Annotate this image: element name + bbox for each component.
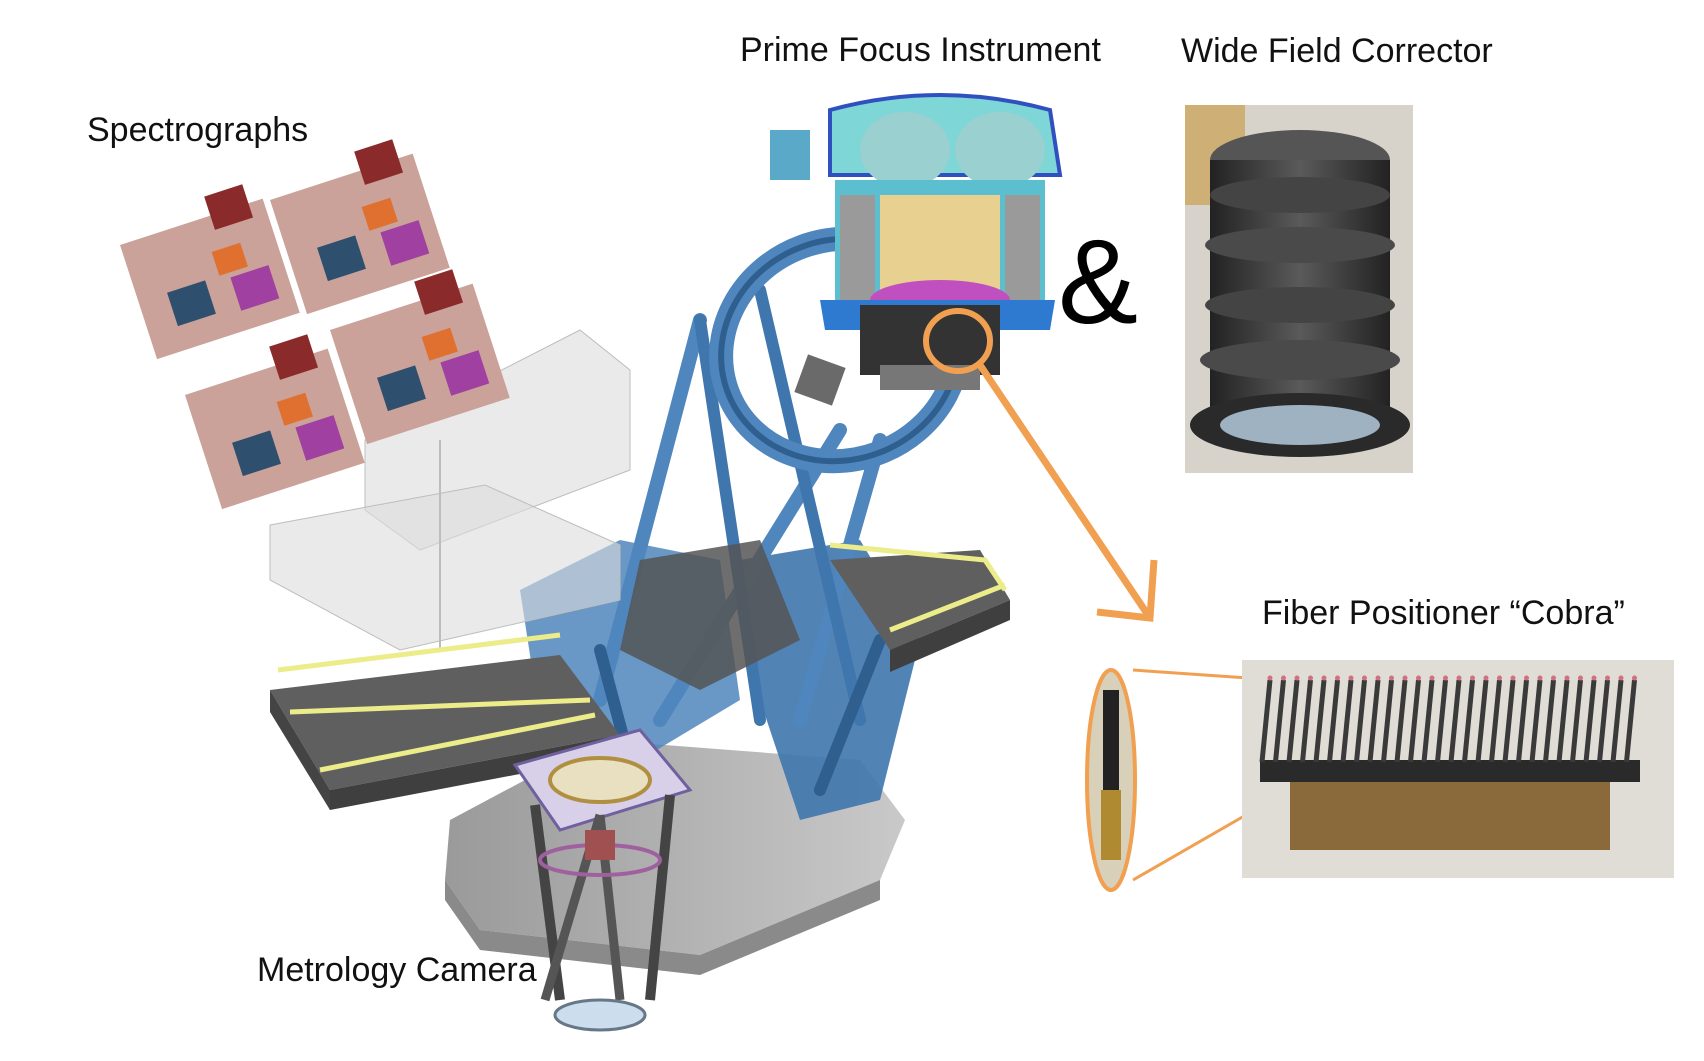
cobra-rod [1408, 679, 1421, 763]
cobra-rod [1394, 679, 1408, 763]
cobra-rod [1543, 679, 1556, 763]
cobra-fiber-tip [1348, 675, 1354, 681]
cobra-rod [1381, 679, 1394, 763]
cobra-rod [1475, 679, 1489, 763]
wide-field-corrector-photo [1185, 105, 1413, 473]
cobra-fiber-tip [1510, 675, 1516, 681]
metrology-camera-illustration [512, 728, 693, 1032]
cobra-rod [1273, 679, 1286, 763]
cobra-fiber-tip [1402, 675, 1408, 681]
cobra-rod [1327, 679, 1340, 763]
cobra-rod [1421, 679, 1435, 763]
cobra-rod [1597, 679, 1610, 763]
cobra-rod [1529, 679, 1543, 763]
cobra-fiber-tip [1335, 675, 1340, 681]
cobra-fiber-tip [1564, 675, 1570, 681]
label-wide-field-corrector: Wide Field Corrector [1181, 32, 1493, 70]
cobra-fiber-tip [1537, 675, 1543, 681]
cobra-fiber-tip [1294, 675, 1300, 681]
cobra-fiber-tip [1578, 675, 1583, 681]
cobra-rod [1489, 679, 1502, 763]
cobra-fiber-tip [1416, 675, 1421, 681]
cobra-fiber-tip [1267, 675, 1273, 681]
cobra-rod [1502, 679, 1516, 763]
spectrograph-module [270, 139, 450, 315]
spectrograph-room-boxes [269, 329, 631, 651]
cobra-rod [1340, 679, 1354, 763]
cobra-fiber-tip [1321, 675, 1327, 681]
label-spectrographs: Spectrographs [87, 111, 309, 149]
cobra-rod [1610, 679, 1624, 763]
cobra-fiber-tip [1524, 675, 1529, 681]
cobra-rod [1367, 679, 1381, 763]
cobra-fiber-tip [1632, 675, 1637, 681]
label-metrology-camera: Metrology Camera [257, 951, 537, 989]
cobra-fiber-tip [1281, 675, 1286, 681]
cobra-rod [1556, 679, 1570, 763]
cobra-fiber-tip [1618, 675, 1624, 681]
cobra-rod [1570, 679, 1583, 763]
left-platform [270, 632, 620, 810]
cobra-fiber-tip [1375, 675, 1381, 681]
cobra-fiber-tip [1605, 675, 1610, 681]
cobra-fiber-tip [1429, 675, 1435, 681]
cobra-fiber-tip [1551, 675, 1556, 681]
spectrograph-module [120, 184, 300, 360]
cobra-fiber-tip [1591, 675, 1597, 681]
cobra-array-photo [1242, 660, 1674, 878]
spectrograph-module [185, 334, 365, 510]
spectrographs-illustration [120, 139, 510, 510]
cobra-rod [1259, 679, 1273, 763]
cobra-rod [1462, 679, 1475, 763]
cobra-rod [1583, 679, 1597, 763]
right-platform [829, 542, 1010, 672]
cobra-fiber-tip [1497, 675, 1502, 681]
label-prime-focus-instrument: Prime Focus Instrument [740, 31, 1101, 69]
cobra-rod [1313, 679, 1327, 763]
callout-arrow [923, 308, 1158, 622]
cobra-fiber-tip [1308, 675, 1313, 681]
cobra-fiber-tip [1362, 675, 1367, 681]
cobra-fiber-tip [1456, 675, 1462, 681]
cobra-rods [1259, 675, 1637, 763]
cobra-rod [1516, 679, 1529, 763]
cobra-rod [1300, 679, 1313, 763]
cobra-rod [1354, 679, 1367, 763]
cobra-rod [1448, 679, 1462, 763]
spectrograph-module [330, 269, 510, 445]
cobra-fiber-tip [1389, 675, 1394, 681]
label-fiber-positioner-cobra: Fiber Positioner “Cobra” [1262, 594, 1625, 632]
ampersand-symbol: & [1058, 215, 1139, 349]
cobra-fiber-tip [1470, 675, 1475, 681]
cobra-rod [1624, 679, 1637, 763]
cobra-fiber-tip [1483, 675, 1489, 681]
cobra-rod [1435, 679, 1448, 763]
cobra-fiber-tip [1443, 675, 1448, 681]
cobra-rod [1286, 679, 1300, 763]
